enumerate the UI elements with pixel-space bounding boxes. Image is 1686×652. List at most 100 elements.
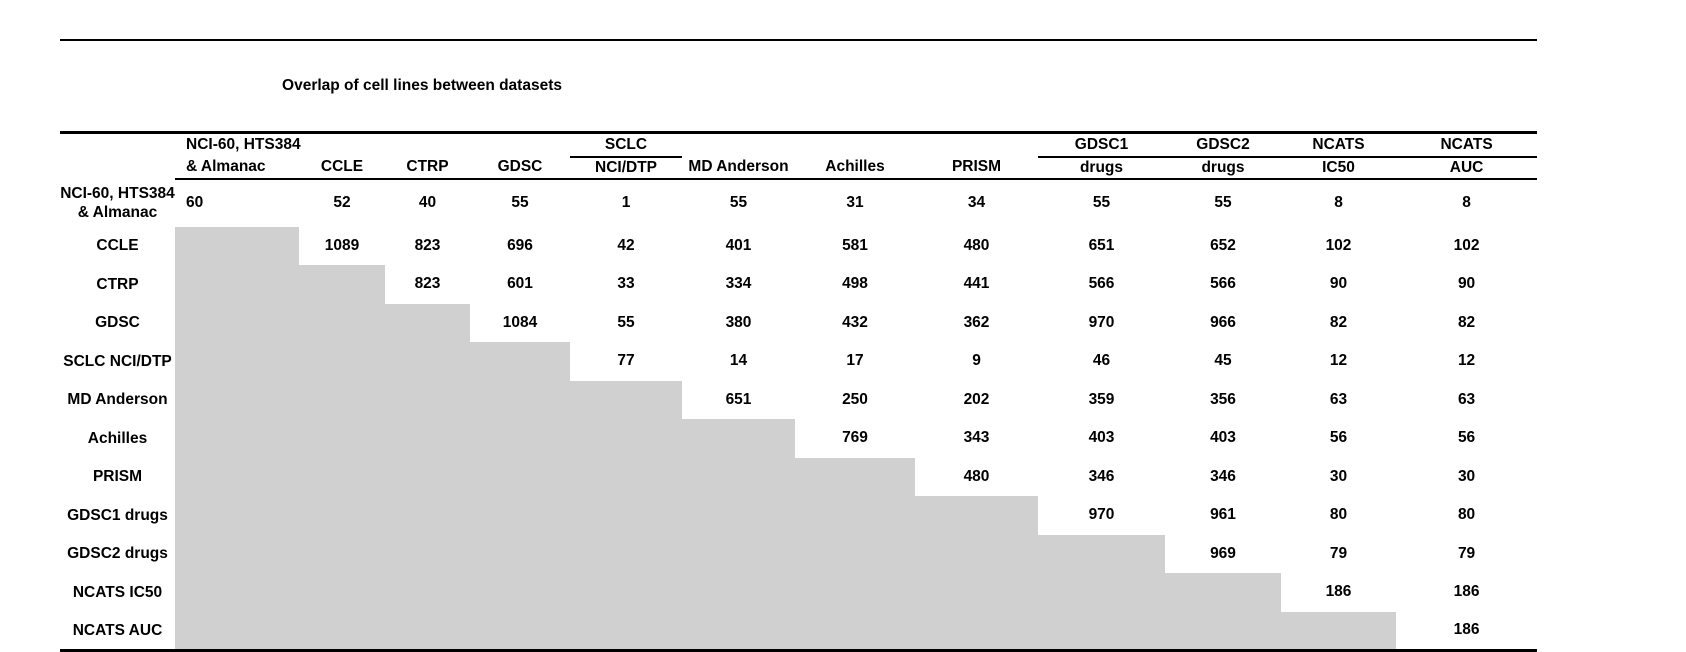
overlap-value-cell: 12 xyxy=(1457,352,1476,370)
column-header-line2: MD Anderson xyxy=(682,156,795,180)
table-row: CTRP 823 601 33 334 498 441 566 566 90 9… xyxy=(60,265,1537,304)
overlap-value-cell: 1084 xyxy=(502,313,538,331)
overlap-value-cell: 346 xyxy=(1210,467,1236,485)
overlap-value-cell: 498 xyxy=(842,275,868,293)
overlap-value-cell: 34 xyxy=(967,194,986,211)
overlap-value-cell: 480 xyxy=(963,467,990,485)
overlap-value-cell: 403 xyxy=(1088,429,1115,447)
overlap-value-cell: 970 xyxy=(1088,506,1115,524)
shaded-cell xyxy=(795,611,915,652)
overlap-value-cell: 346 xyxy=(1088,467,1115,485)
overlap-value-cell: 1089 xyxy=(324,236,360,254)
row-label: NCATS IC50 xyxy=(72,583,163,601)
overlap-value-cell: 45 xyxy=(1214,352,1232,370)
overlap-value-cell: 79 xyxy=(1329,544,1348,562)
column-header-line2: PRISM xyxy=(915,156,1038,180)
shaded-cell xyxy=(1165,611,1281,652)
shaded-cell xyxy=(175,573,299,612)
overlap-value-cell: 334 xyxy=(725,275,752,293)
overlap-value-cell: 343 xyxy=(963,429,990,447)
row-label: SCLC NCI/DTP xyxy=(63,352,172,370)
overlap-value-cell: 970 xyxy=(1088,313,1115,331)
overlap-value-cell: 403 xyxy=(1210,429,1236,447)
overlap-value-cell: 356 xyxy=(1210,390,1236,408)
overlap-value-cell: 566 xyxy=(1210,275,1236,293)
shaded-cell xyxy=(470,419,570,458)
overlap-value-cell: 55 xyxy=(617,313,635,331)
shaded-cell xyxy=(795,534,915,573)
overlap-value-cell: 480 xyxy=(963,236,990,254)
shaded-cell xyxy=(915,573,1038,612)
column-header-line1 xyxy=(682,133,795,157)
overlap-value-cell: 202 xyxy=(963,390,990,408)
overlap-value-cell: 401 xyxy=(725,236,752,254)
overlap-value-cell: 82 xyxy=(1457,313,1476,331)
overlap-value-cell: 14 xyxy=(729,352,748,370)
overlap-value-cell: 55 xyxy=(1092,194,1111,211)
shaded-cell xyxy=(470,611,570,652)
overlap-value-cell: 63 xyxy=(1329,390,1348,408)
row-label-header xyxy=(60,157,175,179)
overlap-value-cell: 77 xyxy=(617,352,635,370)
overlap-value-cell: 651 xyxy=(725,390,752,408)
overlap-value-cell: 56 xyxy=(1457,429,1476,447)
overlap-value-cell: 566 xyxy=(1088,275,1115,293)
overlap-value-cell: 8 xyxy=(1334,194,1343,211)
figure-canvas: Overlap of cell lines between datasets N… xyxy=(60,39,1538,652)
shaded-cell xyxy=(175,457,299,496)
shaded-cell xyxy=(915,534,1038,573)
overlap-value-cell: 8 xyxy=(1462,194,1471,211)
overlap-value-cell: 30 xyxy=(1329,467,1348,485)
title-cell: Overlap of cell lines between datasets xyxy=(60,39,1538,134)
row-label: CTRP xyxy=(96,275,139,293)
column-header-line2: & Almanac xyxy=(175,156,299,180)
shaded-cell xyxy=(175,226,299,265)
title-row: Overlap of cell lines between datasets xyxy=(60,39,1538,134)
overlap-value-cell: 90 xyxy=(1329,275,1348,293)
overlap-value-cell: 186 xyxy=(1453,583,1480,601)
overlap-value-cell: 823 xyxy=(414,275,441,293)
overlap-value-cell: 380 xyxy=(725,313,752,331)
shaded-cell xyxy=(299,265,385,304)
shaded-cell xyxy=(470,534,570,573)
overlap-value-cell: 581 xyxy=(842,236,868,254)
shaded-cell xyxy=(1165,573,1281,612)
shaded-cell xyxy=(1038,534,1165,573)
column-header-spanner: GDSC2 xyxy=(1165,132,1281,158)
shaded-cell xyxy=(570,534,682,573)
shaded-cell xyxy=(470,457,570,496)
overlap-value-cell: 961 xyxy=(1210,506,1236,524)
column-header-spanner: SCLC xyxy=(570,132,682,158)
column-header-line2: AUC xyxy=(1396,156,1538,180)
shaded-cell xyxy=(570,419,682,458)
overlap-value-cell: 359 xyxy=(1088,390,1115,408)
overlap-value-cell: 362 xyxy=(963,313,990,331)
overlap-value-cell: 12 xyxy=(1329,352,1348,370)
shaded-cell xyxy=(299,419,385,458)
shaded-cell xyxy=(175,342,299,381)
shaded-cell xyxy=(385,380,470,419)
shaded-cell xyxy=(470,496,570,535)
shaded-cell xyxy=(385,419,470,458)
overlap-value-cell: 80 xyxy=(1457,506,1476,524)
shaded-cell xyxy=(175,265,299,304)
table-row: NCI-60, HTS384 & Almanac 60 52 40 55 1 5… xyxy=(60,179,1537,227)
overlap-value-cell: 823 xyxy=(414,236,441,254)
overlap-value-cell: 769 xyxy=(842,429,868,447)
shaded-cell xyxy=(570,457,682,496)
shaded-cell xyxy=(175,380,299,419)
shaded-cell xyxy=(385,342,470,381)
overlap-value-cell: 82 xyxy=(1329,313,1348,331)
shaded-cell xyxy=(915,611,1038,652)
header-row-top: NCI-60, HTS384 SCLC GDSC1 GDSC2 NCATS NC… xyxy=(60,132,1538,158)
overlap-value-cell: 55 xyxy=(1214,194,1232,211)
shaded-cell xyxy=(385,611,470,652)
overlap-value-cell: 102 xyxy=(1453,236,1480,254)
table-row: GDSC 1084 55 380 432 362 970 966 82 82 xyxy=(60,303,1537,342)
overlap-value-cell: 601 xyxy=(507,275,533,293)
shaded-cell xyxy=(385,457,470,496)
overlap-value-cell: 966 xyxy=(1210,313,1236,331)
overlap-value-cell: 186 xyxy=(1325,583,1352,601)
overlap-value-cell: 79 xyxy=(1457,544,1476,562)
shaded-cell xyxy=(299,457,385,496)
